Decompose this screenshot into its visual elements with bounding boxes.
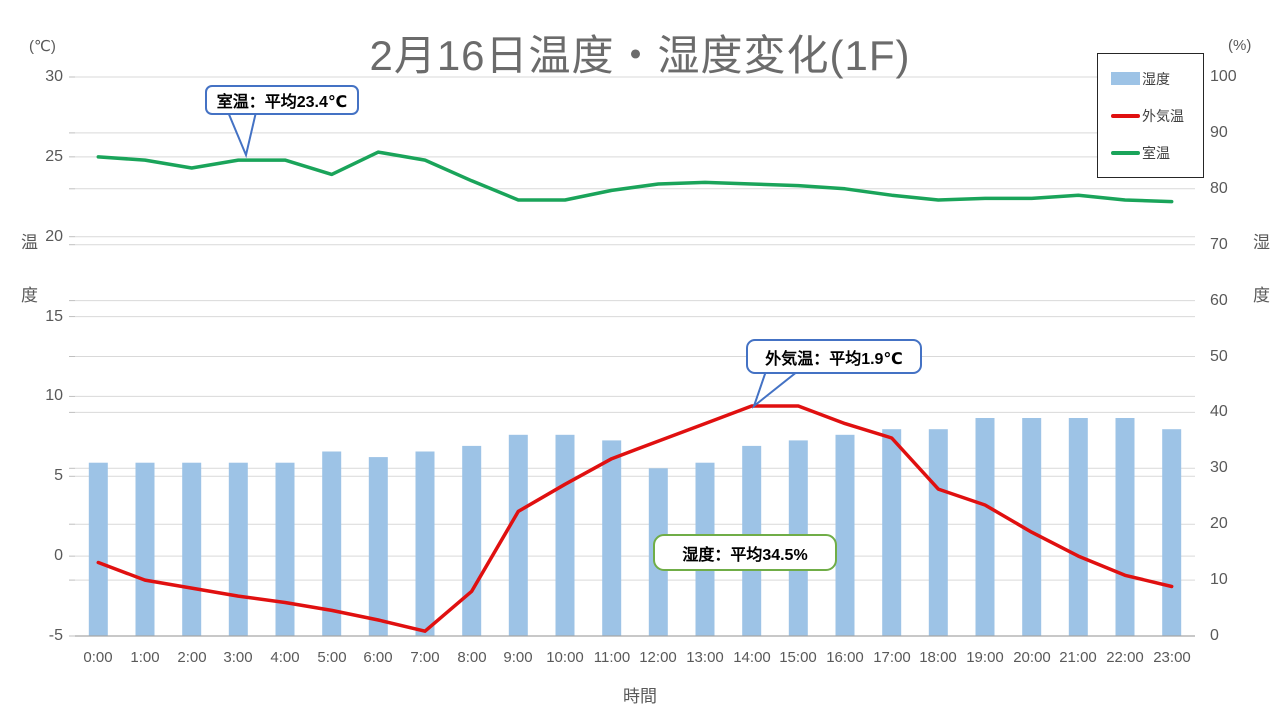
- humidity-bar-20:00: [1022, 418, 1042, 636]
- humidity-average-callout: 湿度：平均34.5%: [653, 534, 837, 571]
- humidity-bar-10:00: [555, 434, 575, 636]
- x-axis-label-22:00: 22:00: [1106, 649, 1144, 666]
- outdoor-temp-callout-pointer: [751, 370, 801, 409]
- humidity-bar-18:00: [928, 429, 948, 636]
- humidity-bar-5:00: [322, 451, 342, 636]
- right-axis-title: 湿度: [1250, 233, 1269, 339]
- x-axis-label-14:00: 14:00: [733, 649, 771, 666]
- right-axis-label-30: 30: [1210, 459, 1228, 476]
- left-axis-label-20: 20: [45, 228, 63, 245]
- outdoor-temp-line: [96, 404, 1174, 633]
- right-axis-label-70: 70: [1210, 236, 1228, 253]
- humidity-bar-0:00: [88, 462, 108, 636]
- x-axis-label-7:00: 7:00: [410, 649, 440, 666]
- left-axis-label-15: 15: [45, 308, 63, 325]
- x-axis-label-19:00: 19:00: [966, 649, 1004, 666]
- x-axis-label-16:00: 16:00: [826, 649, 864, 666]
- legend-item-room-temp: 室温: [1111, 143, 1203, 163]
- x-axis-label-10:00: 10:00: [546, 649, 584, 666]
- x-axis-label-12:00: 12:00: [639, 649, 677, 666]
- right-axis-label-0: 0: [1210, 627, 1219, 644]
- right-axis-label-20: 20: [1210, 515, 1228, 532]
- legend-label: 外気温: [1142, 107, 1184, 124]
- right-axis-unit: (%): [1228, 37, 1252, 54]
- legend: 湿度 外気温 室温: [1097, 53, 1204, 178]
- legend-item-outdoor-temp: 外気温: [1111, 106, 1203, 126]
- humidity-bar-21:00: [1068, 418, 1088, 636]
- x-axis-label-2:00: 2:00: [177, 649, 207, 666]
- humidity-bar-swatch: [1111, 72, 1140, 85]
- x-axis-label-0:00: 0:00: [83, 649, 113, 666]
- left-axis-label-30: 30: [45, 68, 63, 85]
- room-temp-average-callout: 室温：平均23.4℃: [205, 85, 359, 115]
- humidity-bar-19:00: [975, 418, 995, 636]
- right-axis-label-80: 80: [1210, 180, 1228, 197]
- humidity-bar-22:00: [1115, 418, 1135, 636]
- x-axis-label-17:00: 17:00: [873, 649, 911, 666]
- x-axis-label-6:00: 6:00: [363, 649, 393, 666]
- x-axis-label-4:00: 4:00: [270, 649, 300, 666]
- x-axis-label-11:00: 11:00: [593, 649, 631, 666]
- left-axis-label-25: 25: [45, 148, 63, 165]
- x-axis-label-23:00: 23:00: [1153, 649, 1191, 666]
- humidity-bar-3:00: [228, 462, 248, 636]
- humidity-bar-6:00: [368, 457, 388, 636]
- humidity-bar-2:00: [182, 462, 202, 636]
- x-axis-label-8:00: 8:00: [457, 649, 487, 666]
- right-axis-label-40: 40: [1210, 403, 1228, 420]
- outdoor-temp-average-callout: 外気温：平均1.9℃: [746, 339, 922, 374]
- room-temp-callout-pointer: [226, 111, 258, 159]
- x-axis-label-1:00: 1:00: [130, 649, 160, 666]
- left-axis-label--5: -5: [48, 627, 63, 644]
- x-axis-label-20:00: 20:00: [1013, 649, 1051, 666]
- humidity-bar-8:00: [462, 445, 482, 636]
- right-axis-label-100: 100: [1210, 68, 1237, 85]
- humidity-bar-7:00: [415, 451, 435, 636]
- humidity-bar-1:00: [135, 462, 155, 636]
- humidity-bar-23:00: [1162, 429, 1182, 636]
- right-axis-label-50: 50: [1210, 348, 1228, 365]
- right-axis-label-90: 90: [1210, 124, 1228, 141]
- left-axis-label-5: 5: [54, 467, 63, 484]
- x-axis-label-13:00: 13:00: [686, 649, 724, 666]
- humidity-bar-11:00: [602, 440, 622, 636]
- legend-label: 室温: [1142, 144, 1170, 161]
- legend-label: 湿度: [1142, 70, 1170, 87]
- humidity-bar-16:00: [835, 434, 855, 636]
- x-axis-label-18:00: 18:00: [919, 649, 957, 666]
- humidity-bar-9:00: [508, 434, 528, 636]
- room-temp-line: [96, 150, 1174, 204]
- outdoor-temp-line-swatch: [1111, 113, 1140, 118]
- right-axis-label-60: 60: [1210, 292, 1228, 309]
- legend-item-humidity: 湿度: [1111, 69, 1203, 89]
- left-axis-unit: (℃): [29, 38, 56, 55]
- x-axis-label-15:00: 15:00: [779, 649, 817, 666]
- right-axis-label-10: 10: [1210, 571, 1228, 588]
- humidity-bar-17:00: [882, 429, 902, 636]
- room-temp-line-swatch: [1111, 150, 1140, 155]
- x-axis-title: 時間: [623, 687, 657, 706]
- x-axis-label-3:00: 3:00: [223, 649, 253, 666]
- x-axis-label-5:00: 5:00: [317, 649, 347, 666]
- humidity-bar-4:00: [275, 462, 295, 636]
- x-axis-label-21:00: 21:00: [1059, 649, 1097, 666]
- left-axis-label-0: 0: [54, 547, 63, 564]
- left-axis-label-10: 10: [45, 387, 63, 404]
- x-axis-label-9:00: 9:00: [503, 649, 533, 666]
- left-axis-title: 温度: [18, 233, 37, 339]
- chart-title: 2月16日温度・湿度変化(1F): [369, 32, 911, 79]
